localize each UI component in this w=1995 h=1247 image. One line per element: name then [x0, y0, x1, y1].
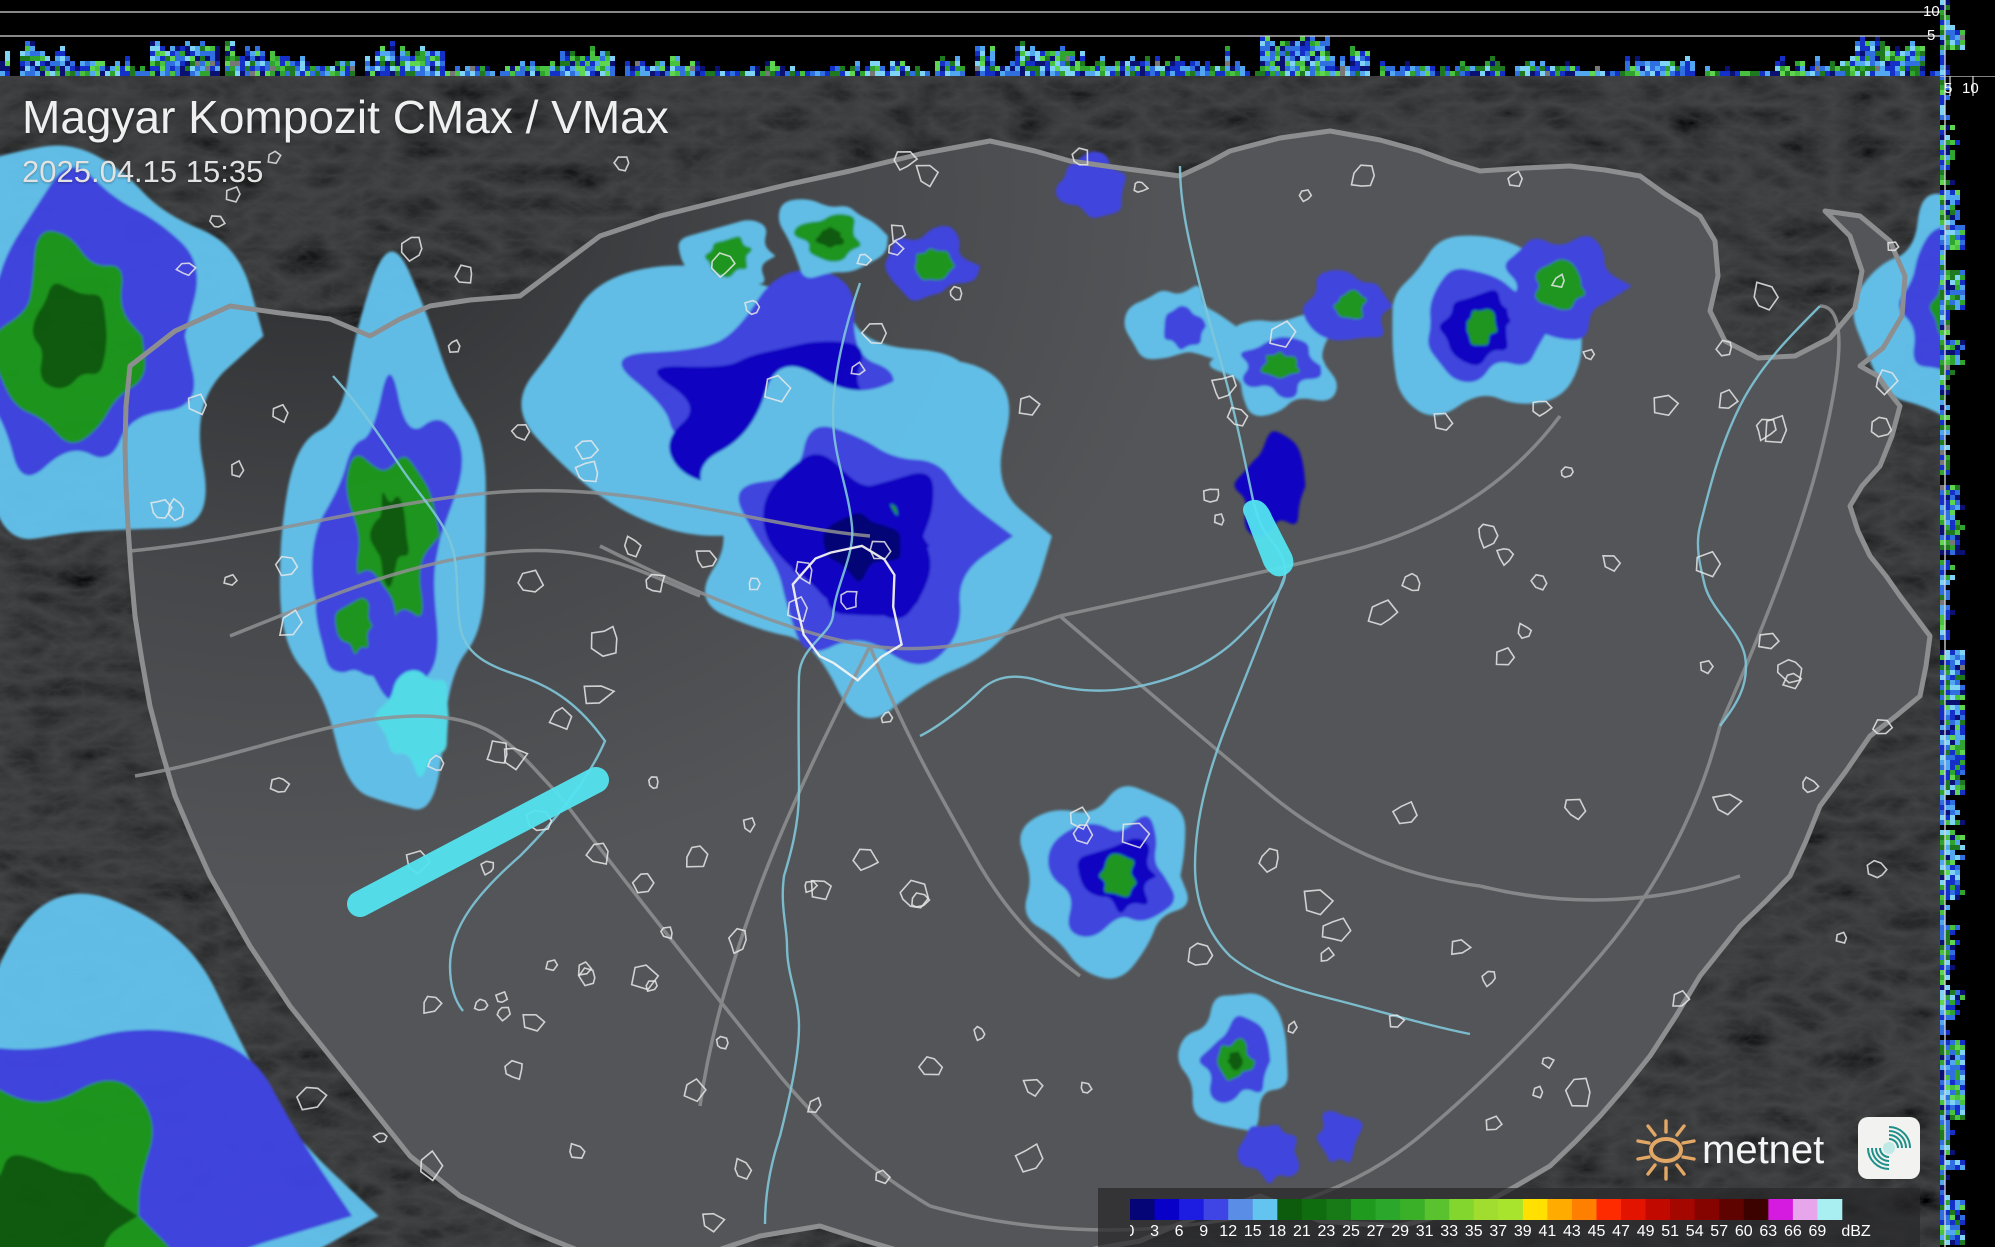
- svg-text:18: 18: [1268, 1223, 1286, 1240]
- svg-text:54: 54: [1686, 1223, 1704, 1240]
- svg-text:49: 49: [1637, 1223, 1655, 1240]
- svg-text:10: 10: [1923, 3, 1940, 20]
- svg-text:10: 10: [1962, 80, 1979, 97]
- svg-text:metnet: metnet: [1702, 1128, 1824, 1172]
- svg-text:31: 31: [1416, 1223, 1434, 1240]
- svg-text:9: 9: [1199, 1223, 1208, 1240]
- svg-text:69: 69: [1809, 1223, 1827, 1240]
- svg-text:45: 45: [1588, 1223, 1606, 1240]
- svg-text:43: 43: [1563, 1223, 1581, 1240]
- svg-text:3: 3: [1150, 1223, 1159, 1240]
- svg-text:23: 23: [1318, 1223, 1336, 1240]
- svg-text:21: 21: [1293, 1223, 1311, 1240]
- svg-text:dBZ: dBZ: [1841, 1223, 1871, 1240]
- svg-text:60: 60: [1735, 1223, 1753, 1240]
- svg-text:39: 39: [1514, 1223, 1532, 1240]
- svg-text:33: 33: [1440, 1223, 1458, 1240]
- svg-text:63: 63: [1759, 1223, 1777, 1240]
- svg-text:47: 47: [1612, 1223, 1630, 1240]
- svg-text:57: 57: [1710, 1223, 1728, 1240]
- svg-text:66: 66: [1784, 1223, 1802, 1240]
- svg-text:5: 5: [1944, 80, 1952, 97]
- svg-text:35: 35: [1465, 1223, 1483, 1240]
- svg-text:51: 51: [1661, 1223, 1679, 1240]
- svg-text:29: 29: [1391, 1223, 1409, 1240]
- svg-text:15: 15: [1244, 1223, 1262, 1240]
- svg-text:5: 5: [1927, 27, 1935, 44]
- svg-text:25: 25: [1342, 1223, 1360, 1240]
- svg-text:0: 0: [1130, 1223, 1135, 1240]
- svg-text:6: 6: [1175, 1223, 1184, 1240]
- svg-text:27: 27: [1367, 1223, 1385, 1240]
- svg-text:41: 41: [1539, 1223, 1557, 1240]
- svg-text:37: 37: [1489, 1223, 1507, 1240]
- svg-text:12: 12: [1219, 1223, 1237, 1240]
